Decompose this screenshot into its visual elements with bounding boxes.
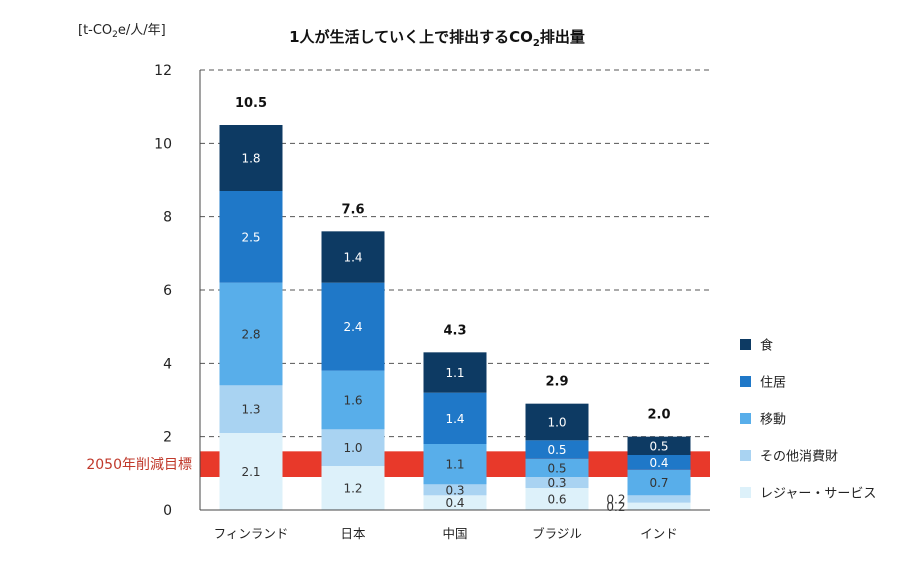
data-label: 0.5 bbox=[649, 439, 668, 453]
bar-segment bbox=[423, 352, 487, 393]
total-label: 10.5 bbox=[235, 96, 267, 111]
target-band-label: 2050年削減目標 bbox=[86, 456, 192, 473]
bar-segment bbox=[423, 444, 487, 485]
legend-swatch bbox=[740, 339, 751, 350]
axes: 0 2 4 6 8 10 12 フィンランド 日本 中国 ブラジル インド bbox=[154, 63, 710, 541]
total-label: 2.0 bbox=[647, 408, 670, 423]
bar-segment bbox=[321, 370, 385, 430]
data-label: 0.2 bbox=[606, 493, 625, 507]
data-label: 0.5 bbox=[547, 443, 566, 457]
bar-segment bbox=[321, 282, 385, 371]
data-label: 0.3 bbox=[547, 476, 566, 490]
legend-swatch bbox=[740, 450, 751, 461]
bar-segment bbox=[525, 403, 589, 441]
y-tick-label: 6 bbox=[163, 283, 172, 299]
bar-segment bbox=[219, 385, 283, 433]
data-label: 2.1 bbox=[241, 465, 260, 479]
data-label: 1.8 bbox=[241, 152, 260, 166]
data-label: 0.7 bbox=[649, 476, 668, 490]
data-label: 2.5 bbox=[241, 230, 260, 244]
legend-swatch bbox=[740, 376, 751, 387]
bar-segment bbox=[423, 392, 487, 444]
data-label: 1.4 bbox=[343, 251, 362, 265]
bar-segment bbox=[219, 433, 283, 510]
grid bbox=[200, 69, 710, 438]
legend-label: 移動 bbox=[760, 413, 786, 428]
bar-segment bbox=[219, 282, 283, 386]
y-tick-label: 2 bbox=[163, 430, 172, 446]
y-tick-label: 0 bbox=[163, 503, 172, 519]
bar-segment bbox=[525, 458, 589, 477]
bar-segment bbox=[627, 502, 691, 510]
bar-segment bbox=[627, 436, 691, 455]
legend-label: 食 bbox=[760, 338, 773, 354]
bar-segment bbox=[627, 455, 691, 470]
x-tick-label: 日本 bbox=[340, 526, 366, 541]
bar-segment bbox=[321, 466, 385, 510]
data-label: 1.6 bbox=[343, 394, 362, 408]
bar-segment bbox=[525, 440, 589, 459]
bars: 2.1 1.3 2.8 2.5 1.8 10.5 1.2 1.0 1.6 2.4 1.4 7.6 0.4… bbox=[219, 96, 691, 514]
data-label: 0.6 bbox=[547, 493, 566, 507]
x-tick-label: インド bbox=[640, 526, 678, 541]
bar-segment bbox=[627, 469, 691, 496]
data-label: 0.5 bbox=[547, 461, 566, 475]
y-tick-label: 12 bbox=[154, 63, 172, 79]
bar-segment bbox=[219, 191, 283, 283]
data-label: 1.1 bbox=[445, 366, 464, 380]
data-label: 0.4 bbox=[445, 496, 464, 510]
unit-suffix: e/人/年] bbox=[118, 23, 166, 38]
legend-swatch bbox=[740, 487, 751, 498]
y-tick-label: 8 bbox=[163, 210, 172, 226]
bar-segment bbox=[423, 495, 487, 510]
data-label: 1.2 bbox=[343, 482, 362, 496]
x-tick-label: フィンランド bbox=[214, 526, 289, 541]
y-tick-label: 10 bbox=[154, 136, 172, 152]
unit-sub: 2 bbox=[112, 30, 118, 40]
x-tick-label: 中国 bbox=[442, 526, 467, 541]
data-label: 0.4 bbox=[649, 456, 668, 470]
bar-segment bbox=[525, 477, 589, 488]
data-label: 1.1 bbox=[445, 458, 464, 472]
y-tick-label: 4 bbox=[163, 356, 172, 372]
title-suffix: 排出量 bbox=[540, 28, 585, 46]
data-label: 1.3 bbox=[241, 403, 260, 417]
target-band-layer: 2050年削減目標 bbox=[86, 451, 710, 477]
bar-segment bbox=[627, 495, 691, 503]
x-tick-label: ブラジル bbox=[532, 526, 582, 541]
total-label: 4.3 bbox=[443, 323, 466, 338]
data-label: 2.4 bbox=[343, 320, 362, 334]
bar-segment bbox=[219, 125, 283, 191]
legend-label: 住居 bbox=[760, 376, 786, 391]
bar-segment bbox=[321, 429, 385, 466]
unit-prefix: [t-CO bbox=[78, 23, 112, 38]
title-chem: CO bbox=[509, 28, 533, 46]
title-prefix: 1人が生活していく上で排出する bbox=[289, 28, 509, 46]
bar-segment bbox=[423, 484, 487, 496]
total-label: 2.9 bbox=[545, 375, 568, 390]
legend-swatch bbox=[740, 413, 751, 424]
data-label: 2.8 bbox=[241, 328, 260, 342]
bar-segment bbox=[525, 488, 589, 510]
total-label: 7.6 bbox=[341, 202, 364, 217]
data-label: 0.3 bbox=[445, 483, 464, 497]
legend-label: レジャー・サービス bbox=[760, 487, 876, 502]
chart-title: 1人が生活していく上で排出するCO2排出量 bbox=[289, 28, 585, 49]
title-sub: 2 bbox=[533, 38, 540, 49]
y-axis-unit: [t-CO2e/人/年] bbox=[78, 23, 166, 40]
data-label: 1.0 bbox=[547, 416, 566, 430]
bar-segment bbox=[321, 231, 385, 283]
data-label: 1.0 bbox=[343, 441, 362, 455]
data-label: 1.4 bbox=[445, 412, 464, 426]
legend-label: その他消費財 bbox=[760, 450, 838, 465]
